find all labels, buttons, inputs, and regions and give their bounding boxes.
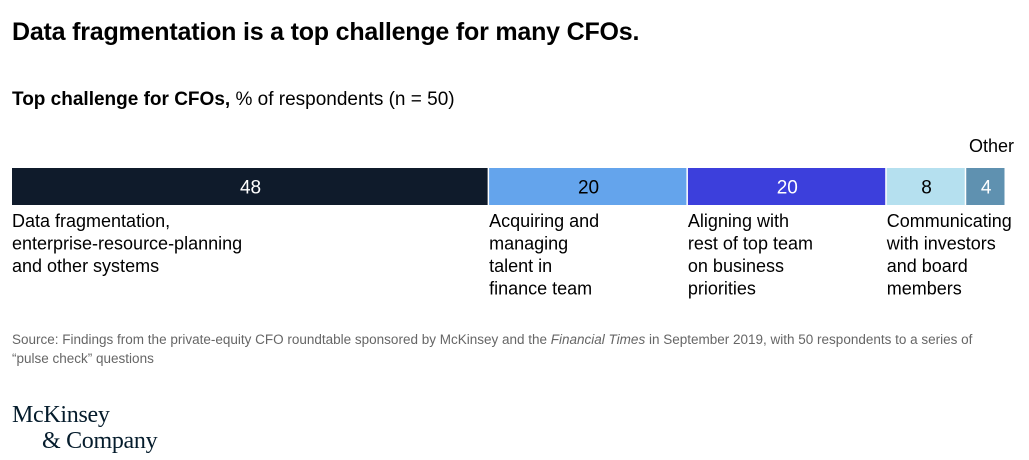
value-label-1: 48 bbox=[240, 178, 261, 199]
category-label-line: on business bbox=[688, 256, 784, 276]
category-label-1: Data fragmentation, enterprise-resource-p… bbox=[12, 211, 242, 276]
category-label-line: rest of top team bbox=[688, 234, 813, 254]
category-label-3: Aligning with rest of top team on business… bbox=[688, 211, 813, 299]
category-label-5: Other bbox=[969, 136, 1014, 156]
value-label-3: 20 bbox=[777, 178, 798, 199]
category-label-line: and other systems bbox=[12, 256, 159, 276]
category-label-line: members bbox=[887, 279, 962, 299]
category-label-line: priorities bbox=[688, 279, 756, 299]
bar-segment-5 bbox=[966, 168, 1005, 205]
bar-segment-1 bbox=[12, 168, 488, 205]
category-label-line: enterprise-resource-planning bbox=[12, 234, 242, 254]
logo-line-2: & Company bbox=[42, 428, 158, 454]
bar-segment-3 bbox=[687, 168, 886, 205]
source-italic: Financial Times bbox=[550, 332, 646, 347]
category-label-4: Communicating with investors and board memb… bbox=[886, 211, 1012, 299]
mckinsey-logo: McKinsey & Company bbox=[12, 402, 158, 454]
category-label-line: Aligning with bbox=[688, 211, 789, 231]
source-note: Source: Findings from the private-equity… bbox=[12, 330, 1012, 368]
chart-title: Data fragmentation is a top challenge fo… bbox=[12, 18, 640, 46]
category-label-line: talent in bbox=[489, 256, 552, 276]
category-label-line: and board bbox=[887, 256, 968, 276]
subtitle-rest: % of respondents (n = 50) bbox=[230, 89, 455, 110]
bar-segment-4 bbox=[886, 168, 965, 205]
category-label-2: Acquiring and managing talent in finance te… bbox=[489, 211, 599, 299]
category-label-line: finance team bbox=[489, 279, 592, 299]
value-label-4: 8 bbox=[921, 178, 932, 199]
source-suffix: in September 2019, with 50 respondents t… bbox=[12, 332, 973, 366]
source-prefix: Source: Findings from the private-equity… bbox=[12, 332, 551, 347]
category-label-line: Acquiring and bbox=[489, 211, 599, 231]
category-label-line: managing bbox=[489, 234, 568, 254]
value-label-2: 20 bbox=[578, 178, 599, 199]
logo-line-1: McKinsey bbox=[12, 402, 110, 428]
category-label-line: Data fragmentation, bbox=[12, 211, 170, 231]
subtitle-bold: Top challenge for CFOs, bbox=[12, 89, 231, 110]
value-label-5: 4 bbox=[981, 178, 992, 199]
category-label-line: with investors bbox=[886, 234, 996, 254]
chart-subtitle: Top challenge for CFOs, % of respondents… bbox=[12, 89, 455, 111]
category-label-line: Communicating bbox=[887, 211, 1012, 231]
bar-segment-2 bbox=[489, 168, 687, 205]
